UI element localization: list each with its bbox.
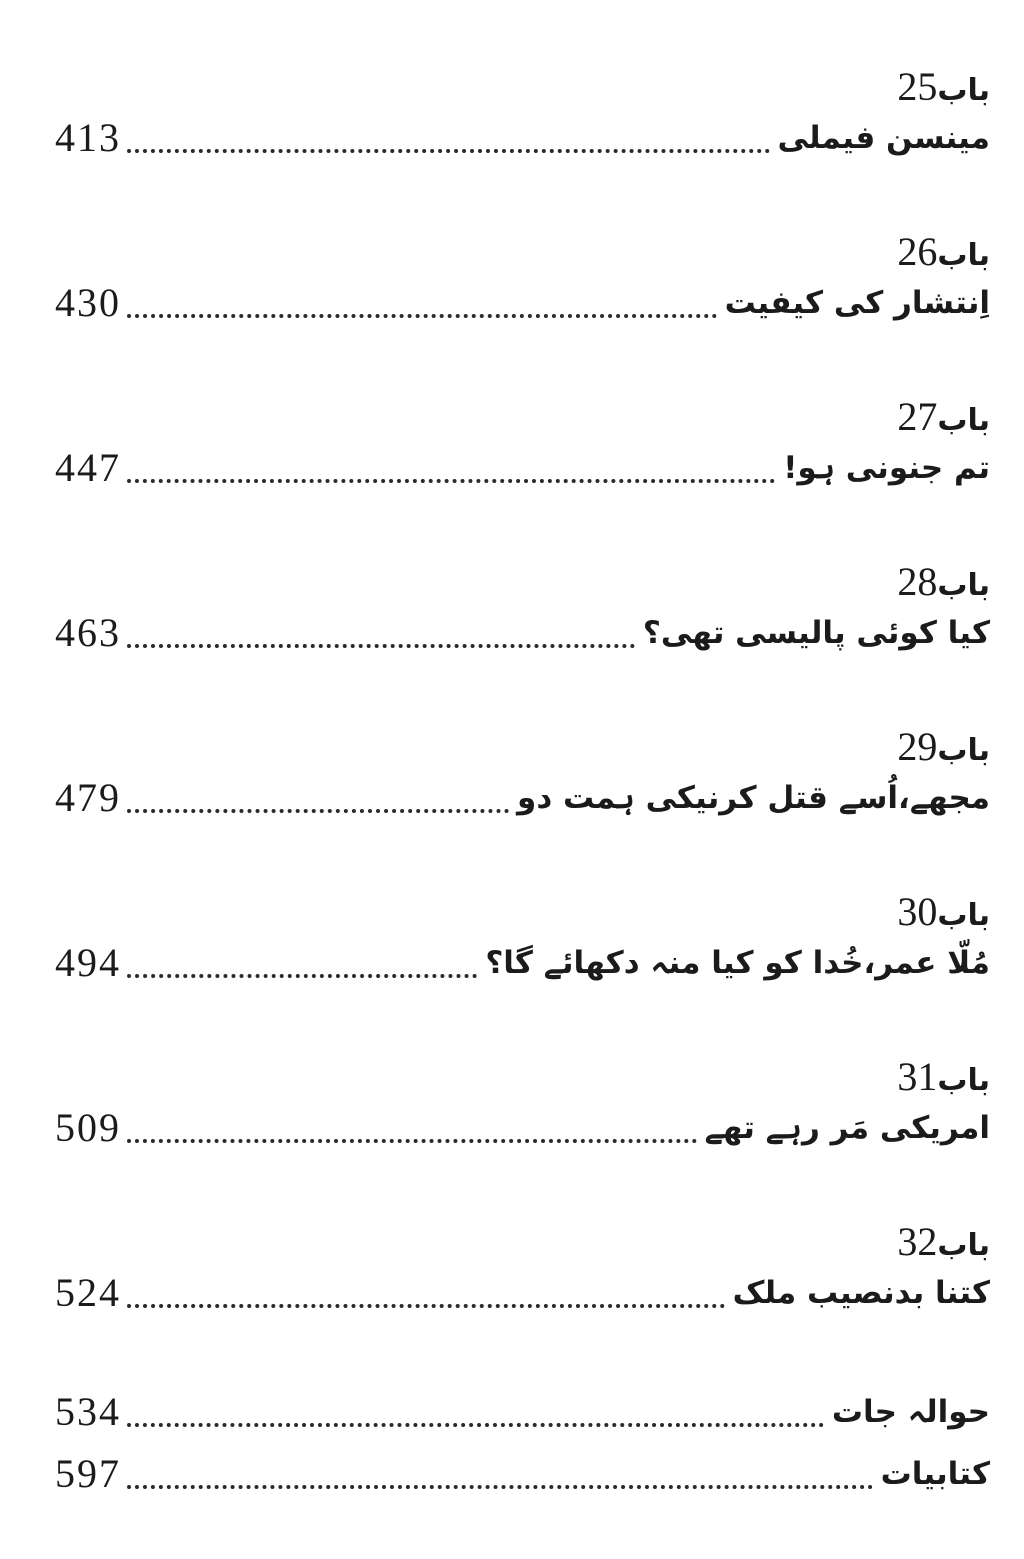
- chapter-heading: باب28: [55, 559, 990, 605]
- page-number: 479: [55, 775, 121, 820]
- page-number: 413: [55, 115, 121, 160]
- chapter-heading: باب30: [55, 889, 990, 935]
- chapter-heading: باب27: [55, 394, 990, 440]
- toc-row: کتنا بدنصیب ملک 524: [55, 1265, 990, 1321]
- chapter-word: باب: [937, 898, 990, 933]
- chapter-title: تم جنونی ہو!: [783, 450, 990, 486]
- chapter-number: 31: [897, 1054, 938, 1099]
- toc-entry: باب29 مجھے،اُسے قتل کرنیکی ہمت دو 479: [55, 724, 990, 826]
- chapter-title: اِنتشار کی کیفیت: [724, 285, 990, 321]
- toc-row: امریکی مَر رہے تھے 509: [55, 1100, 990, 1156]
- chapter-number: 25: [897, 64, 938, 109]
- dot-leader: [127, 1304, 725, 1308]
- chapter-heading: باب26: [55, 229, 990, 275]
- toc-entry: باب26 اِنتشار کی کیفیت 430: [55, 229, 990, 331]
- chapter-heading: باب32: [55, 1219, 990, 1265]
- chapter-title: مجھے،اُسے قتل کرنیکی ہمت دو: [517, 780, 990, 816]
- dot-leader: [127, 314, 717, 318]
- chapter-number: 29: [897, 724, 938, 769]
- toc-row-references: حوالہ جات 534: [55, 1384, 990, 1440]
- chapter-word: باب: [937, 238, 990, 273]
- chapter-title: امریکی مَر رہے تھے: [704, 1110, 990, 1146]
- dot-leader: [127, 149, 770, 153]
- chapter-word: باب: [937, 733, 990, 768]
- dot-leader: [127, 644, 635, 648]
- chapter-number: 28: [897, 559, 938, 604]
- toc-row: مجھے،اُسے قتل کرنیکی ہمت دو 479: [55, 770, 990, 826]
- dot-leader: [127, 1423, 824, 1427]
- chapter-word: باب: [937, 568, 990, 603]
- dot-leader: [127, 479, 776, 483]
- toc-row: مُلّا عمر،خُدا کو کیا منہ دکھائے گا؟ 494: [55, 935, 990, 991]
- page-number: 597: [55, 1451, 121, 1496]
- chapter-number: 27: [897, 394, 938, 439]
- chapter-number: 32: [897, 1219, 938, 1264]
- chapter-title: کتنا بدنصیب ملک: [732, 1275, 990, 1311]
- toc-entry: باب27 تم جنونی ہو! 447: [55, 394, 990, 496]
- chapter-number: 30: [897, 889, 938, 934]
- toc-row: کیا کوئی پالیسی تھی؟ 463: [55, 605, 990, 661]
- page-number: 524: [55, 1270, 121, 1315]
- references-title: حوالہ جات: [831, 1394, 990, 1430]
- toc-row-bibliography: کتابیات 597: [55, 1446, 990, 1502]
- chapter-title: مُلّا عمر،خُدا کو کیا منہ دکھائے گا؟: [485, 945, 990, 981]
- chapter-heading: باب25: [55, 64, 990, 110]
- chapter-heading: باب29: [55, 724, 990, 770]
- toc-row: مینسن فیملی 413: [55, 110, 990, 166]
- toc-row: اِنتشار کی کیفیت 430: [55, 275, 990, 331]
- chapter-title: مینسن فیملی: [777, 120, 991, 156]
- page-number: 509: [55, 1105, 121, 1150]
- page-number: 463: [55, 610, 121, 655]
- toc-entry: باب25 مینسن فیملی 413: [55, 64, 990, 166]
- toc-entry: باب31 امریکی مَر رہے تھے 509: [55, 1054, 990, 1156]
- bibliography-title: کتابیات: [880, 1456, 990, 1492]
- dot-leader: [127, 974, 478, 978]
- chapter-title: کیا کوئی پالیسی تھی؟: [642, 615, 990, 651]
- toc-entry: باب32 کتنا بدنصیب ملک 524: [55, 1219, 990, 1321]
- chapter-word: باب: [937, 403, 990, 438]
- page-number: 534: [55, 1389, 121, 1434]
- chapter-heading: باب31: [55, 1054, 990, 1100]
- dot-leader: [127, 1139, 697, 1143]
- chapter-number: 26: [897, 229, 938, 274]
- dot-leader: [127, 809, 510, 813]
- page-number: 447: [55, 445, 121, 490]
- chapter-word: باب: [937, 73, 990, 108]
- back-matter: حوالہ جات 534 کتابیات 597: [55, 1384, 990, 1502]
- toc-entry: باب30 مُلّا عمر،خُدا کو کیا منہ دکھائے گ…: [55, 889, 990, 991]
- chapter-word: باب: [937, 1228, 990, 1263]
- chapter-word: باب: [937, 1063, 990, 1098]
- toc-entry: باب28 کیا کوئی پالیسی تھی؟ 463: [55, 559, 990, 661]
- dot-leader: [127, 1485, 873, 1489]
- page-number: 494: [55, 940, 121, 985]
- toc-row: تم جنونی ہو! 447: [55, 440, 990, 496]
- page-number: 430: [55, 280, 121, 325]
